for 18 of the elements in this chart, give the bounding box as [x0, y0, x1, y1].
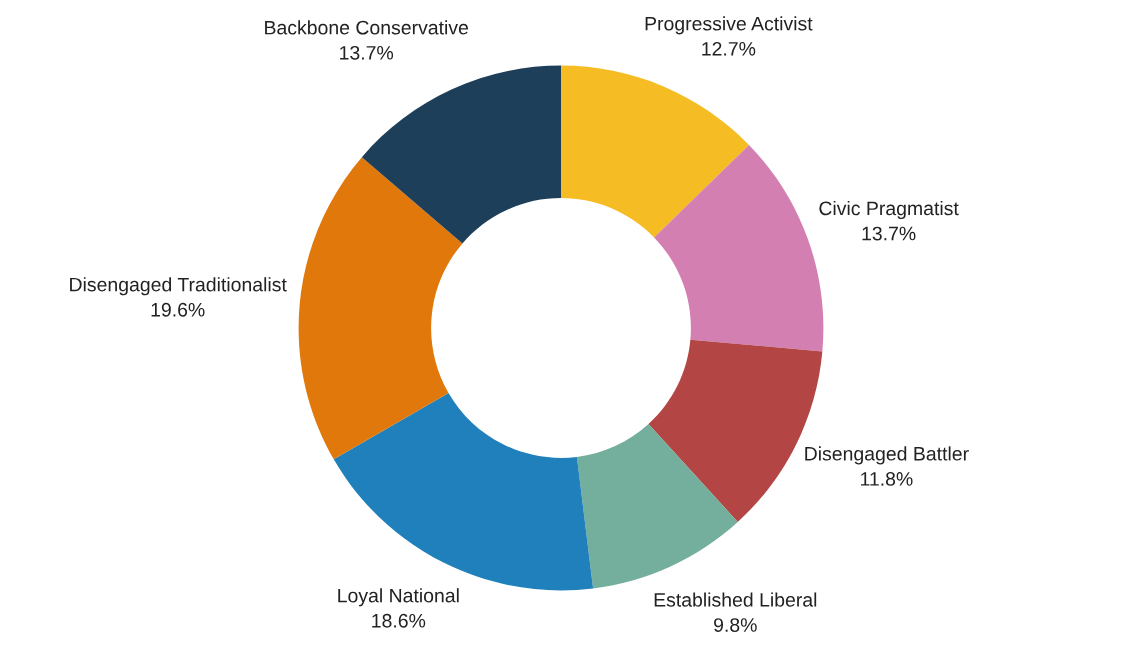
slice-label: Civic Pragmatist — [819, 200, 959, 220]
donut-slice — [576, 424, 738, 589]
donut-slice — [298, 157, 463, 460]
data-label: 11.8% — [861, 472, 913, 486]
data-label: 12.7% — [702, 41, 756, 56]
slice-label: Backbone Conservative — [265, 20, 469, 35]
slice-label: Loyal National — [338, 588, 459, 607]
slice-label: Established Liberal — [654, 592, 817, 607]
data-label: 13.7% — [862, 226, 916, 241]
data-label: 9.8% — [714, 618, 757, 632]
data-label: 13.7% — [340, 45, 394, 60]
data-label: 19.6% — [151, 302, 205, 317]
donut-slice — [361, 65, 561, 244]
slice-label: Disengaged Battler — [805, 446, 969, 465]
slice-label: Disengaged Traditionalist — [70, 277, 287, 296]
slice-label: Progressive Activist — [645, 16, 813, 35]
data-label: 18.6% — [372, 613, 426, 628]
donut-slice — [561, 65, 750, 238]
